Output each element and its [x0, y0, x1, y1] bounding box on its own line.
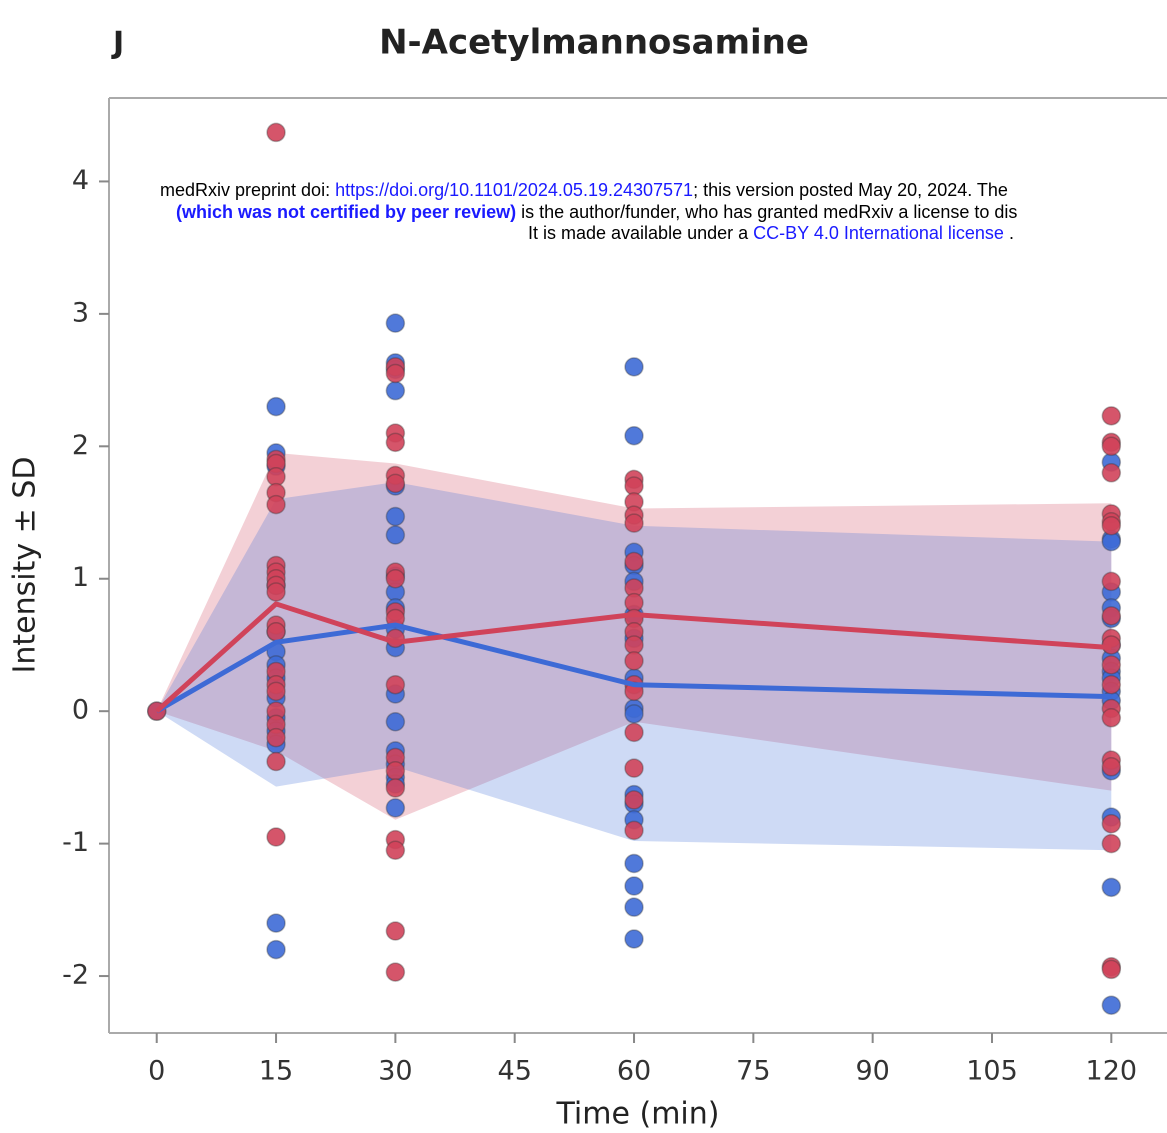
data-point — [385, 712, 406, 732]
data-point — [1101, 995, 1122, 1015]
y-tick-label: -1 — [62, 827, 89, 858]
data-point — [385, 473, 406, 494]
data-point — [385, 568, 406, 589]
y-axis-label: Intensity ± SD — [8, 457, 43, 674]
data-point — [1101, 959, 1122, 980]
y-tick-label: -2 — [62, 960, 89, 991]
x-tick-label: 120 — [1086, 1056, 1138, 1087]
data-point — [385, 840, 406, 860]
x-tick-label: 60 — [617, 1056, 651, 1087]
watermark-text: medRxiv preprint doi: — [160, 180, 335, 200]
watermark-line: It is made available under a CC-BY 4.0 I… — [528, 223, 1014, 243]
data-point — [624, 820, 644, 841]
y-tick-label: 2 — [72, 430, 89, 461]
data-point — [385, 778, 406, 798]
data-point — [624, 513, 644, 533]
data-point — [266, 913, 286, 933]
data-point — [266, 827, 286, 847]
data-point — [1101, 877, 1122, 898]
data-point — [385, 363, 406, 384]
watermark-link[interactable]: https://doi.org/10.1101/2024.05.19.24307… — [335, 180, 693, 200]
data-point — [624, 853, 644, 874]
data-point — [385, 380, 406, 401]
data-point — [266, 681, 286, 702]
mean-line — [155, 601, 1112, 714]
x-tick-label: 75 — [736, 1056, 770, 1087]
watermark: medRxiv preprint doi: https://doi.org/10… — [160, 180, 1017, 243]
data-point — [1101, 516, 1122, 536]
data-point — [1101, 833, 1122, 854]
data-point — [266, 396, 286, 417]
data-point — [624, 929, 644, 949]
data-point — [266, 751, 286, 772]
data-point — [385, 674, 406, 695]
data-point — [266, 727, 286, 748]
data-point — [624, 651, 644, 671]
watermark-text: . — [1004, 223, 1014, 243]
watermark-link[interactable]: CC-BY 4.0 International license — [753, 223, 1004, 243]
watermark-text: (which was not certified by peer review) — [176, 202, 516, 222]
data-point — [385, 313, 406, 333]
data-point — [624, 790, 644, 810]
y-tick-label: 0 — [72, 695, 89, 726]
mean-line — [155, 622, 1112, 714]
data-point — [624, 722, 644, 743]
data-point — [1101, 655, 1122, 675]
data-point — [624, 704, 644, 724]
data-point — [385, 506, 406, 527]
data-point — [266, 939, 286, 960]
plot-area: 0 15 30 45 60 75 90 105 120 -2 -1 0 1 2 3 4 — [62, 97, 1167, 1087]
data-point — [1101, 571, 1122, 592]
x-tick-label: 90 — [855, 1056, 889, 1087]
data-point — [624, 758, 644, 778]
watermark-text: ; this version posted May 20, 2024. The — [693, 180, 1008, 200]
data-point — [266, 582, 286, 602]
x-axis-label: Time (min) — [556, 1097, 720, 1132]
y-tick-label: 3 — [72, 297, 89, 328]
data-point — [624, 357, 644, 377]
data-point — [385, 525, 406, 545]
x-tick-label: 45 — [498, 1056, 532, 1087]
data-point — [266, 122, 286, 143]
data-point — [385, 921, 406, 941]
data-point — [1101, 814, 1122, 834]
data-point — [385, 962, 406, 982]
data-point — [1101, 606, 1122, 626]
x-tick-label: 0 — [148, 1056, 165, 1087]
data-point — [385, 761, 406, 781]
watermark-line: medRxiv preprint doi: https://doi.org/10… — [160, 180, 1008, 200]
y-tick-label: 4 — [72, 165, 89, 196]
data-point — [1101, 757, 1122, 777]
data-point — [1101, 674, 1122, 695]
chart-title: N-Acetylmannosamine — [379, 23, 809, 63]
data-point — [1101, 436, 1122, 457]
data-point — [624, 876, 644, 896]
data-point — [1101, 406, 1122, 426]
watermark-line: (which was not certified by peer review)… — [176, 202, 1017, 222]
data-point — [624, 551, 644, 572]
panel-label: J — [111, 26, 124, 61]
x-tick-label: 105 — [966, 1056, 1018, 1087]
data-point — [266, 621, 286, 642]
x-tick-label: 15 — [259, 1056, 293, 1087]
data-point — [624, 425, 644, 446]
data-point — [624, 897, 644, 917]
data-point — [1101, 463, 1122, 483]
y-tick-label: 1 — [72, 562, 89, 593]
data-point — [1101, 708, 1122, 728]
x-tick-label: 30 — [378, 1056, 412, 1087]
data-point — [385, 432, 406, 453]
watermark-text: It is made available under a — [528, 223, 753, 243]
watermark-text: is the author/funder, who has granted me… — [516, 202, 1017, 222]
data-point — [385, 798, 406, 818]
data-point — [266, 494, 286, 515]
